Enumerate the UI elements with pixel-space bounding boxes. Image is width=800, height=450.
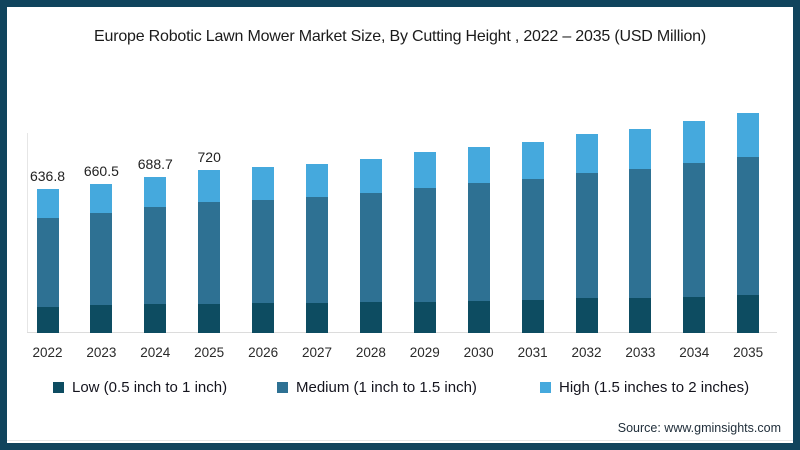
bar-segment-high-2031[interactable]	[521, 142, 544, 179]
bar-segment-medium-2030[interactable]	[467, 183, 490, 301]
bar-segment-medium-2032[interactable]	[575, 173, 598, 298]
bar-segment-medium-2034[interactable]	[683, 163, 706, 297]
bottom-divider	[7, 440, 793, 441]
bar-segment-low-2030[interactable]	[467, 301, 490, 333]
x-tick-2034: 2034	[679, 345, 710, 360]
bar-segment-medium-2025[interactable]	[198, 202, 221, 304]
bar-segment-high-2032[interactable]	[575, 134, 598, 173]
bar-segment-low-2027[interactable]	[306, 303, 328, 333]
bar-segment-low-2024[interactable]	[144, 304, 167, 333]
bar-segment-high-2022[interactable]	[36, 189, 59, 218]
bar-segment-low-2026[interactable]	[252, 303, 275, 333]
x-tick-2023: 2023	[86, 345, 117, 360]
bar-2030[interactable]	[467, 147, 490, 333]
legend-swatch-low	[53, 382, 64, 393]
bar-segment-high-2028[interactable]	[359, 159, 382, 193]
legend-swatch-medium	[277, 382, 288, 393]
bar-2022[interactable]	[36, 189, 59, 333]
bar-segment-low-2025[interactable]	[198, 304, 221, 333]
bar-segment-medium-2029[interactable]	[413, 188, 436, 302]
bar-2028[interactable]	[359, 159, 382, 333]
bar-segment-medium-2035[interactable]	[737, 157, 760, 295]
bar-segment-high-2024[interactable]	[144, 177, 167, 207]
bar-segment-high-2030[interactable]	[467, 147, 490, 183]
x-tick-2027: 2027	[301, 345, 333, 360]
source-note: Source: www.gminsights.com	[617, 421, 781, 435]
legend-item-medium[interactable]: Medium (1 inch to 1.5 inch)	[277, 379, 477, 396]
bar-segment-high-2026[interactable]	[252, 167, 275, 200]
bar-segment-high-2035[interactable]	[737, 113, 760, 157]
bar-segment-medium-2026[interactable]	[252, 200, 275, 303]
bar-2024[interactable]	[144, 177, 167, 333]
data-label-2025: 720	[197, 149, 221, 165]
bar-segment-medium-2022[interactable]	[36, 218, 59, 307]
bar-segment-high-2025[interactable]	[198, 170, 221, 202]
legend-label-low: Low (0.5 inch to 1 inch)	[72, 379, 228, 396]
x-axis-line	[27, 332, 777, 333]
bar-2031[interactable]	[521, 142, 544, 333]
bar-2026[interactable]	[252, 167, 275, 333]
bar-2034[interactable]	[683, 121, 706, 333]
bar-segment-low-2029[interactable]	[413, 302, 436, 333]
bar-2033[interactable]	[629, 129, 652, 333]
x-tick-2033: 2033	[625, 345, 656, 360]
bar-segment-high-2029[interactable]	[413, 152, 436, 188]
x-tick-2032: 2032	[571, 345, 602, 360]
bar-2025[interactable]	[198, 170, 221, 333]
bar-2035[interactable]	[737, 113, 760, 333]
legend-item-low[interactable]: Low (0.5 inch to 1 inch)	[53, 379, 227, 396]
legend-label-high: High (1.5 inches to 2 inches)	[559, 379, 750, 396]
x-tick-2026: 2026	[248, 345, 279, 360]
bar-segment-medium-2023[interactable]	[90, 213, 113, 305]
y-axis-line	[27, 133, 28, 333]
bar-2029[interactable]	[413, 152, 436, 333]
bar-segment-low-2033[interactable]	[629, 298, 652, 333]
bar-segment-high-2033[interactable]	[629, 129, 652, 169]
bar-2032[interactable]	[575, 134, 598, 333]
bar-segment-low-2031[interactable]	[521, 300, 544, 333]
bar-segment-high-2034[interactable]	[683, 121, 706, 163]
bar-segment-low-2035[interactable]	[737, 295, 760, 333]
bar-segment-medium-2028[interactable]	[359, 193, 382, 302]
bar-2027[interactable]	[306, 164, 328, 333]
bar-segment-high-2023[interactable]	[90, 184, 113, 213]
bar-segment-low-2028[interactable]	[359, 302, 382, 333]
bar-segment-low-2034[interactable]	[683, 297, 706, 333]
bar-segment-medium-2033[interactable]	[629, 169, 652, 298]
bar-segment-high-2027[interactable]	[306, 164, 328, 197]
legend-label-medium: Medium (1 inch to 1.5 inch)	[296, 379, 477, 396]
data-label-2022: 636.8	[29, 168, 66, 184]
bar-segment-low-2023[interactable]	[90, 305, 113, 333]
x-tick-2022: 2022	[32, 345, 63, 360]
bar-segment-low-2032[interactable]	[575, 298, 598, 333]
plot-area	[27, 113, 777, 333]
chart-title: Europe Robotic Lawn Mower Market Size, B…	[94, 28, 706, 45]
legend-item-high[interactable]: High (1.5 inches to 2 inches)	[540, 379, 749, 396]
x-tick-2024: 2024	[140, 345, 171, 360]
bar-2023[interactable]	[90, 184, 113, 333]
x-tick-2035: 2035	[733, 345, 764, 360]
x-tick-2031: 2031	[517, 345, 548, 360]
bar-segment-low-2022[interactable]	[36, 307, 59, 333]
bar-segment-medium-2031[interactable]	[521, 179, 544, 300]
x-tick-2029: 2029	[409, 345, 440, 360]
legend-swatch-high	[540, 382, 551, 393]
data-label-2024: 688.7	[137, 156, 173, 172]
bar-segment-medium-2027[interactable]	[306, 197, 328, 303]
data-label-2023: 660.5	[83, 163, 119, 179]
x-tick-2030: 2030	[463, 345, 494, 360]
bar-segment-medium-2024[interactable]	[144, 207, 167, 304]
x-tick-2025: 2025	[194, 345, 225, 360]
x-tick-2028: 2028	[355, 345, 386, 360]
